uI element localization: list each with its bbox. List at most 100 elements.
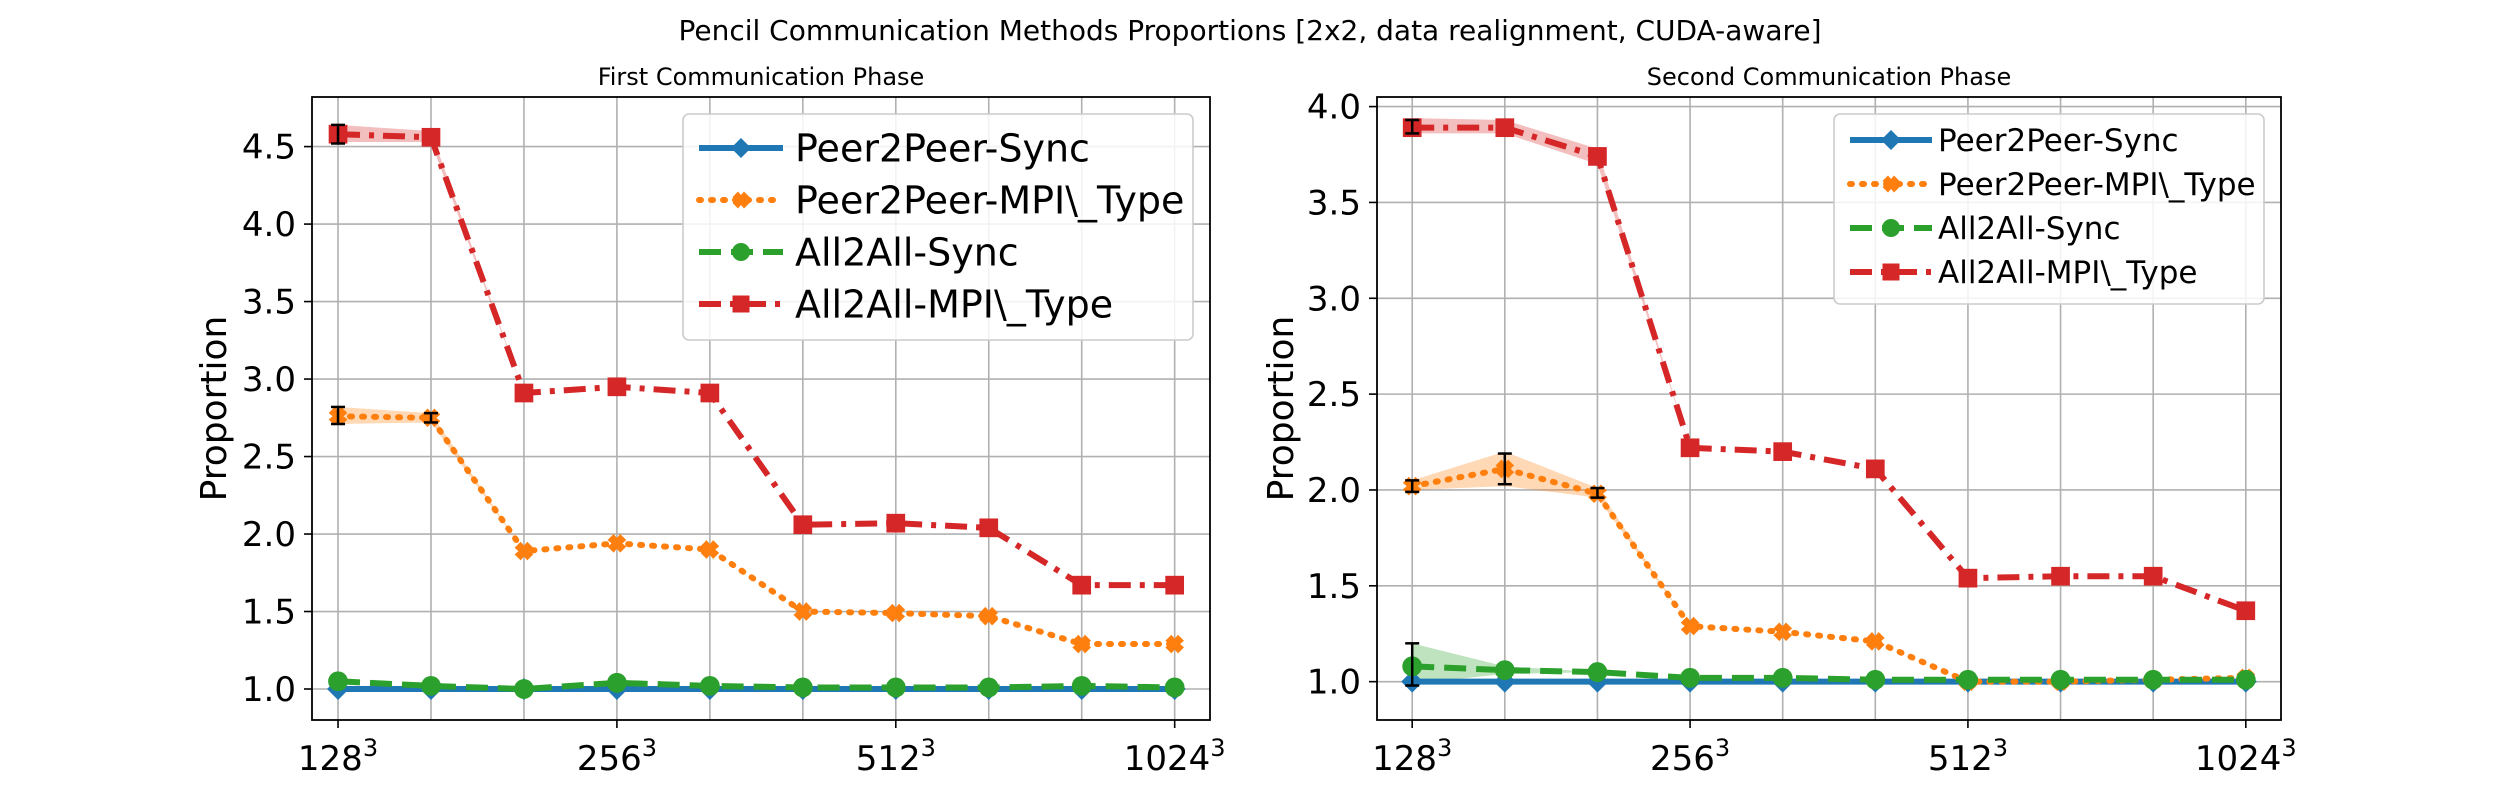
band-peer2peer-mpi-type (1412, 451, 2246, 682)
point-all2all-mpi-type (1588, 147, 1607, 166)
point-all2all-mpi-type (421, 127, 441, 147)
y-tick-label: 3.5 (1307, 183, 1361, 223)
point-all2all-mpi-type (607, 377, 627, 397)
legend-frame (682, 113, 1194, 341)
point-all2all-mpi-type (700, 383, 720, 403)
series-all2all-sync (328, 671, 1185, 699)
point-all2all-mpi-type (514, 383, 534, 403)
figure-title: Pencil Communication Methods Proportions… (678, 14, 1821, 47)
x-tick-base: 1024 (2195, 739, 2282, 779)
x-tick-exponent: 3 (1715, 734, 1730, 762)
line-all2all-sync (337, 678, 1175, 693)
point-all2all-mpi-type (2051, 566, 2070, 586)
point-all2all-mpi-type (2143, 566, 2163, 586)
series-peer2peer-mpi-type (328, 405, 1185, 654)
x-tick-exponent: 3 (1437, 734, 1452, 762)
y-tick-label: 2.5 (242, 438, 296, 478)
legend-label-peer2peer-mpi-type: Peer2Peer-MPI\_Type (795, 179, 1184, 223)
plot-frame (1376, 96, 2282, 721)
point-all2all-sync (792, 677, 813, 698)
point-all2all-mpi-type (1773, 442, 1793, 461)
panel-title: Second Communication Phase (1647, 63, 2011, 91)
point-peer2peer-mpi-type (886, 603, 906, 623)
series-all2all-mpi-type (1402, 118, 2256, 621)
legend-label-peer2peer-mpi-type: Peer2Peer-MPI\_Type (1938, 167, 2256, 203)
point-peer2peer-mpi-type (1865, 632, 1885, 651)
second-phase-chart: Second Communication Phase 1.0 1.5 2.0 2.5 3.… (1261, 63, 2297, 779)
point-peer2peer-mpi-type (1680, 616, 1700, 636)
x-tick-label: 10243 (2195, 734, 2297, 779)
point-all2all-sync (1164, 677, 1185, 698)
point-all2all-sync (421, 676, 441, 696)
y-tick-label: 4.0 (1307, 88, 1361, 128)
legend-label-all2all-sync: All2All-Sync (1938, 211, 2121, 247)
x-tick-exponent: 3 (363, 734, 378, 762)
legend-frame (1833, 113, 2265, 305)
x-tick-label: 5123 (856, 734, 936, 779)
x-tick-label: 10243 (1124, 734, 1226, 779)
x-tick-base: 512 (856, 739, 921, 779)
x-tick-base: 256 (1650, 739, 1715, 779)
legend-label-all2all-mpi-type: All2All-MPI\_Type (795, 283, 1113, 327)
point-all2all-mpi-type (886, 513, 906, 533)
y-tick-label: 1.5 (242, 593, 296, 633)
x-tick-base: 1024 (1124, 739, 1211, 779)
panel-title: First Communication Phase (598, 63, 925, 91)
point-all2all-sync (607, 672, 627, 693)
x-tick-base: 128 (298, 739, 363, 779)
point-all2all-sync (1772, 667, 1793, 688)
line-all2all-mpi-type (1412, 124, 2247, 614)
x-tick-exponent: 3 (1993, 734, 2008, 762)
y-tick-label: 2.0 (1307, 471, 1361, 511)
x-tick-label: 1283 (1372, 734, 1452, 779)
line-all2all-mpi-type (337, 131, 1175, 589)
point-all2all-mpi-type (793, 515, 813, 535)
line-peer2peer-mpi-type (335, 413, 1178, 648)
point-all2all-mpi-type (1072, 575, 1092, 595)
legend-marker-peer2peer-sync (731, 138, 751, 158)
point-peer2peer-mpi-type (1165, 634, 1185, 654)
legend-marker-all2all-mpi-type (732, 295, 750, 313)
y-tick-label: 1.5 (1307, 567, 1361, 607)
series-all2all-mpi-type (328, 123, 1185, 595)
legend-label-peer2peer-sync: Peer2Peer-Sync (795, 127, 1090, 171)
y-axis-label: Proportion (1261, 316, 1302, 502)
legend: Peer2Peer-Sync Peer2Peer-MPI\_Type All2All… (1833, 113, 2265, 305)
point-all2all-mpi-type (1865, 459, 1885, 479)
point-all2all-mpi-type (1958, 568, 1978, 588)
point-all2all-sync (1494, 660, 1515, 681)
point-all2all-mpi-type (1680, 438, 1700, 458)
band-peer2peer-mpi-type (338, 406, 1175, 645)
point-all2all-sync (2050, 669, 2071, 690)
y-tick-label: 1.0 (1307, 663, 1361, 703)
point-all2all-mpi-type (979, 518, 999, 538)
point-all2all-mpi-type (1165, 575, 1185, 595)
x-tick-exponent: 3 (921, 734, 936, 762)
point-peer2peer-mpi-type (514, 541, 534, 561)
point-peer2peer-mpi-type (1072, 634, 1092, 654)
legend-marker-peer2peer-mpi-type (732, 191, 750, 209)
point-all2all-sync (514, 679, 534, 699)
point-all2all-sync (978, 677, 999, 698)
y-tick-label: 2.0 (242, 515, 296, 555)
x-tick-exponent: 3 (642, 734, 657, 762)
x-tick-base: 512 (1928, 739, 1993, 779)
line-all2all-sync (1412, 663, 2246, 683)
point-all2all-sync (699, 676, 720, 696)
y-tick-label: 4.0 (242, 205, 296, 245)
legend-marker-all2all-mpi-type (1882, 263, 1900, 281)
point-all2all-sync (1958, 669, 1978, 690)
x-tick-base: 128 (1372, 739, 1437, 779)
y-tick-label: 1.0 (242, 670, 296, 710)
point-peer2peer-mpi-type (700, 540, 720, 559)
point-all2all-sync (885, 677, 906, 698)
series-all2all-sync (1402, 642, 2256, 690)
legend-marker-all2all-sync (1882, 219, 1900, 237)
legend: Peer2Peer-Sync Peer2Peer-MPI\_Type All2All… (682, 113, 1194, 341)
legend-marker-peer2peer-mpi-type (1882, 175, 1900, 193)
x-tick-label: 1283 (298, 734, 378, 779)
point-all2all-sync (1071, 676, 1092, 696)
legend-label-peer2peer-sync: Peer2Peer-Sync (1938, 123, 2179, 159)
point-peer2peer-mpi-type (1773, 622, 1793, 642)
